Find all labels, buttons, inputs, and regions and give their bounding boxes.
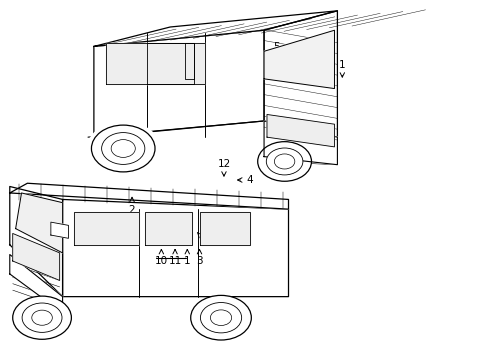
Polygon shape <box>16 193 62 253</box>
Text: 6: 6 <box>144 68 151 83</box>
Circle shape <box>274 154 294 169</box>
Polygon shape <box>10 183 288 209</box>
Circle shape <box>257 141 311 181</box>
Circle shape <box>190 295 251 340</box>
Circle shape <box>102 132 144 165</box>
Polygon shape <box>266 114 334 147</box>
Polygon shape <box>51 222 68 238</box>
Circle shape <box>22 303 62 332</box>
Polygon shape <box>144 212 191 245</box>
Text: 11: 11 <box>168 249 182 266</box>
Polygon shape <box>264 30 334 89</box>
Circle shape <box>200 302 241 333</box>
Polygon shape <box>264 11 337 137</box>
Circle shape <box>266 148 302 175</box>
Polygon shape <box>200 212 250 245</box>
Polygon shape <box>146 43 193 84</box>
Text: 8: 8 <box>309 60 316 77</box>
Text: 4: 4 <box>237 175 252 185</box>
Text: 10: 10 <box>155 249 167 266</box>
Polygon shape <box>74 212 139 245</box>
Polygon shape <box>10 186 62 297</box>
Circle shape <box>91 125 155 172</box>
Polygon shape <box>105 43 205 84</box>
Polygon shape <box>13 233 60 280</box>
Polygon shape <box>62 199 288 297</box>
Text: 3: 3 <box>196 249 203 266</box>
Polygon shape <box>184 43 193 79</box>
Text: 12: 12 <box>217 159 230 176</box>
Circle shape <box>210 310 231 325</box>
Polygon shape <box>94 11 337 46</box>
Text: 1: 1 <box>183 249 190 266</box>
Polygon shape <box>264 121 337 165</box>
Polygon shape <box>10 255 62 313</box>
Text: 1: 1 <box>338 60 345 77</box>
Text: 2: 2 <box>128 197 135 215</box>
Circle shape <box>13 296 71 339</box>
Polygon shape <box>94 30 264 137</box>
Circle shape <box>32 310 52 325</box>
Text: 7: 7 <box>197 233 208 246</box>
Text: 9: 9 <box>324 60 330 77</box>
Circle shape <box>111 140 135 157</box>
Text: 5: 5 <box>272 42 279 58</box>
